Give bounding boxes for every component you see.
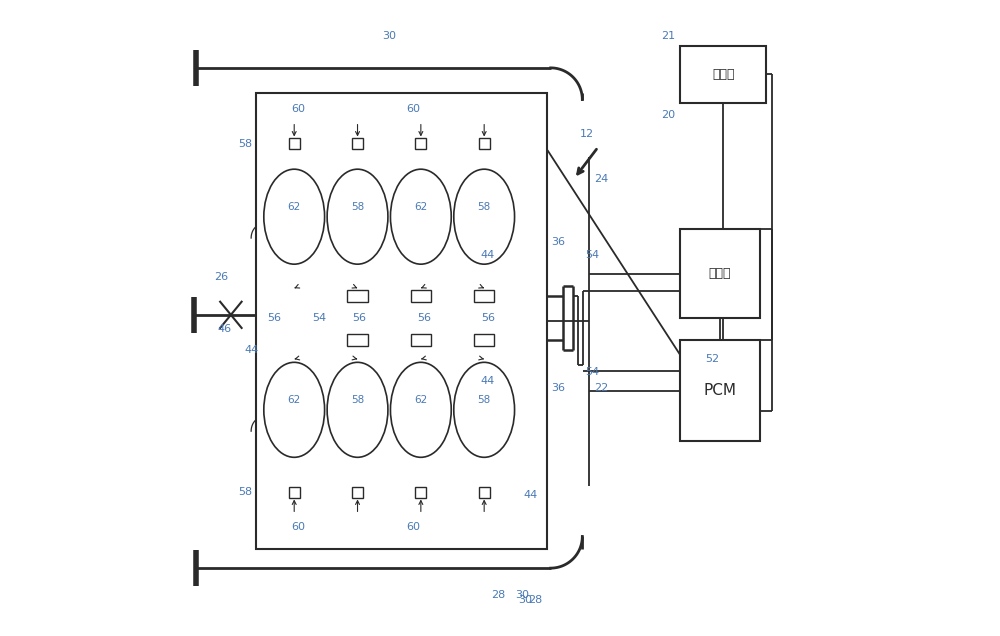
Text: 44: 44 [523, 490, 538, 501]
Text: 30: 30 [518, 595, 532, 605]
Text: 44: 44 [244, 345, 258, 355]
Bar [680, 46, 766, 102]
Text: 54: 54 [312, 313, 326, 323]
Ellipse shape [390, 169, 451, 264]
Text: 58: 58 [478, 396, 491, 405]
Text: 20: 20 [661, 111, 675, 120]
Bar [347, 334, 368, 347]
Bar [411, 334, 431, 347]
Bar [479, 487, 490, 497]
Text: 传感器: 传感器 [712, 67, 734, 81]
Text: 60: 60 [406, 522, 420, 532]
Text: 56: 56 [482, 313, 496, 323]
Text: 46: 46 [217, 324, 232, 334]
Bar [256, 93, 547, 549]
Bar [479, 139, 490, 149]
Bar [411, 289, 431, 302]
Text: 56: 56 [268, 313, 282, 323]
Ellipse shape [454, 169, 515, 264]
Ellipse shape [264, 363, 325, 457]
Ellipse shape [264, 169, 325, 264]
Text: 28: 28 [528, 595, 542, 605]
Text: 26: 26 [214, 272, 228, 282]
Bar [680, 340, 760, 441]
Bar [415, 487, 426, 497]
Text: 60: 60 [292, 104, 306, 114]
Text: 44: 44 [480, 250, 494, 259]
Bar [347, 289, 368, 302]
Text: 62: 62 [288, 396, 301, 405]
Text: 24: 24 [594, 174, 608, 184]
Bar [352, 487, 363, 497]
Text: 62: 62 [288, 202, 301, 212]
Ellipse shape [327, 363, 388, 457]
Text: 30: 30 [382, 31, 396, 41]
Text: 22: 22 [594, 383, 608, 392]
Text: PCM: PCM [704, 384, 737, 398]
Text: 60: 60 [406, 104, 420, 114]
Text: 36: 36 [551, 383, 565, 392]
Text: 54: 54 [585, 367, 599, 377]
Text: 44: 44 [480, 377, 494, 386]
Text: 58: 58 [351, 202, 364, 212]
Text: 62: 62 [414, 202, 427, 212]
Text: 54: 54 [585, 250, 599, 259]
Text: 56: 56 [417, 313, 431, 323]
Text: 62: 62 [414, 396, 427, 405]
Bar [289, 487, 300, 497]
Text: 燃料泵: 燃料泵 [709, 267, 731, 280]
Bar [474, 334, 494, 347]
Text: 12: 12 [580, 129, 594, 139]
Ellipse shape [454, 363, 515, 457]
Bar [289, 139, 300, 149]
Bar [680, 230, 760, 318]
Text: 60: 60 [292, 522, 306, 532]
Text: 21: 21 [661, 31, 675, 41]
Text: 58: 58 [478, 202, 491, 212]
Bar [415, 139, 426, 149]
Text: 52: 52 [705, 354, 719, 364]
Ellipse shape [327, 169, 388, 264]
Text: 36: 36 [551, 237, 565, 247]
Text: 56: 56 [352, 313, 366, 323]
Text: 28: 28 [492, 590, 506, 600]
Text: 58: 58 [238, 139, 253, 149]
Bar [352, 139, 363, 149]
Text: 30: 30 [515, 590, 529, 600]
Text: 58: 58 [238, 487, 253, 497]
Ellipse shape [390, 363, 451, 457]
Text: 58: 58 [351, 396, 364, 405]
Bar [474, 289, 494, 302]
